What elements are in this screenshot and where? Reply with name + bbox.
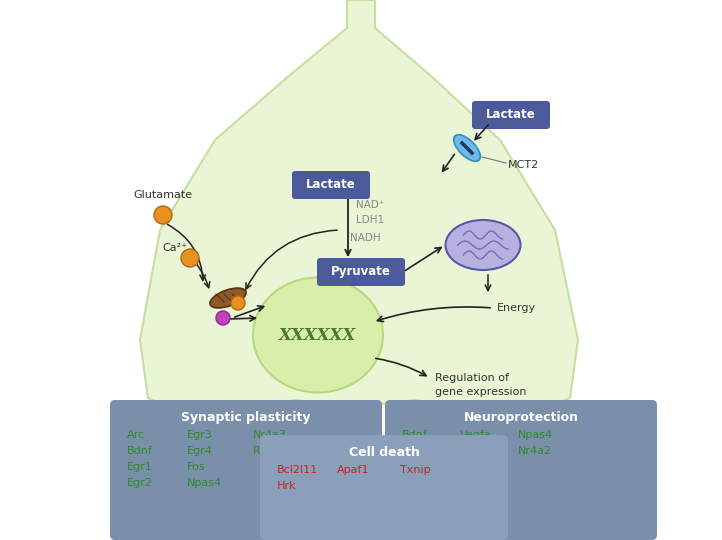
- Ellipse shape: [453, 134, 480, 161]
- Text: Egr4: Egr4: [187, 446, 213, 456]
- Ellipse shape: [253, 278, 383, 393]
- FancyBboxPatch shape: [260, 435, 508, 540]
- Text: Npas4: Npas4: [518, 430, 553, 440]
- FancyBboxPatch shape: [385, 400, 657, 540]
- Text: Lactate: Lactate: [306, 179, 356, 192]
- Text: Cell death: Cell death: [349, 446, 419, 458]
- Text: XXXXXX: XXXXXX: [279, 327, 357, 343]
- PathPatch shape: [140, 0, 578, 424]
- Text: NADH: NADH: [350, 233, 380, 243]
- FancyBboxPatch shape: [317, 258, 405, 286]
- Text: Bdnf: Bdnf: [127, 446, 153, 456]
- Text: Hrk: Hrk: [277, 481, 297, 491]
- Ellipse shape: [210, 288, 246, 308]
- Text: Adcyap1: Adcyap1: [402, 446, 450, 456]
- Circle shape: [216, 311, 230, 325]
- Text: Glutamate: Glutamate: [134, 190, 193, 200]
- FancyBboxPatch shape: [110, 400, 382, 540]
- Text: Energy: Energy: [497, 303, 536, 313]
- Text: Gfra2: Gfra2: [460, 446, 491, 456]
- Text: Synaptic plasticity: Synaptic plasticity: [181, 410, 310, 423]
- Text: Regulation of
gene expression: Regulation of gene expression: [435, 373, 526, 397]
- Text: Lactate: Lactate: [486, 109, 536, 122]
- Text: Npas4: Npas4: [187, 478, 222, 488]
- Text: Txnip: Txnip: [400, 465, 430, 475]
- Text: Egr1: Egr1: [127, 462, 153, 472]
- Text: MCT2: MCT2: [508, 160, 539, 170]
- Circle shape: [231, 296, 245, 310]
- Text: Rgs4: Rgs4: [253, 446, 281, 456]
- Text: Ca²⁺: Ca²⁺: [162, 243, 188, 253]
- FancyBboxPatch shape: [472, 101, 550, 129]
- Text: Arc: Arc: [127, 430, 145, 440]
- Ellipse shape: [445, 220, 521, 270]
- Text: Nr4a2: Nr4a2: [518, 446, 552, 456]
- Text: Egr3: Egr3: [187, 430, 213, 440]
- Text: Bcl2l11: Bcl2l11: [277, 465, 318, 475]
- Text: Egr2: Egr2: [127, 478, 153, 488]
- Text: Apaf1: Apaf1: [337, 465, 370, 475]
- Text: Neuroprotection: Neuroprotection: [464, 410, 578, 423]
- Text: Pyruvate: Pyruvate: [331, 266, 391, 279]
- Circle shape: [181, 249, 199, 267]
- Text: NAD⁺: NAD⁺: [356, 200, 384, 210]
- Circle shape: [154, 206, 172, 224]
- Text: Vegfa: Vegfa: [460, 430, 492, 440]
- Text: Bdnf: Bdnf: [402, 430, 428, 440]
- Text: Fos: Fos: [187, 462, 206, 472]
- Text: LDH1: LDH1: [356, 215, 384, 225]
- Text: Nr4a3: Nr4a3: [253, 430, 287, 440]
- FancyBboxPatch shape: [292, 171, 370, 199]
